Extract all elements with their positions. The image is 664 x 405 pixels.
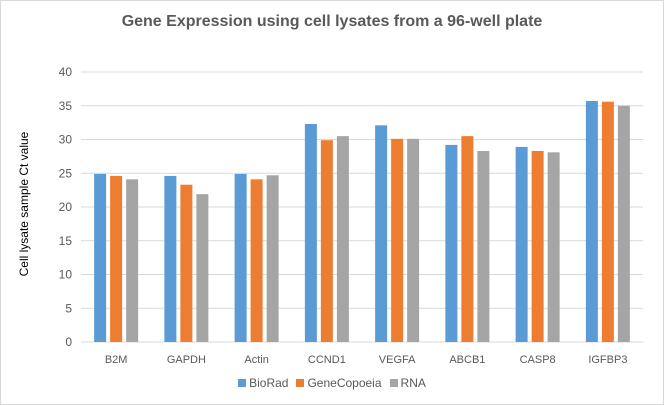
bar-genecopoeia-abcb1: [461, 136, 474, 342]
x-tick-label: IGFBP3: [588, 354, 627, 366]
bar-biorad-b2m: [94, 173, 107, 342]
bar-genecopoeia-casp8: [531, 150, 544, 342]
legend-item: BioRad: [238, 376, 288, 390]
legend-item: RNA: [389, 376, 426, 390]
x-tick-label: Actin: [244, 354, 268, 366]
x-tick-label: B2M: [105, 354, 128, 366]
bar-biorad-casp8: [515, 146, 528, 342]
legend-label: RNA: [400, 376, 426, 390]
legend-swatch: [296, 379, 305, 387]
x-tick-label: CCND1: [308, 354, 346, 366]
y-tick-label: 15: [59, 234, 73, 248]
y-tick-label: 35: [59, 99, 73, 113]
bar-rna-gapdh: [196, 194, 209, 342]
bar-biorad-gapdh: [164, 175, 177, 342]
chart-title: Gene Expression using cell lysates from …: [121, 13, 543, 30]
bar-genecopoeia-ccnd1: [320, 140, 333, 342]
bar-biorad-igfbp3: [585, 101, 598, 343]
y-tick-label: 25: [59, 166, 73, 180]
y-tick-label: 30: [59, 133, 73, 147]
y-tick-label: 5: [65, 301, 72, 315]
bar-biorad-abcb1: [445, 144, 458, 342]
legend-label: BioRad: [249, 376, 289, 390]
legend: BioRad GeneCopoeia RNA: [1, 376, 663, 390]
y-tick-label: 20: [59, 200, 73, 214]
bar-rna-b2m: [126, 179, 139, 342]
legend-swatch: [389, 379, 398, 387]
bar-rna-vegfa: [407, 138, 420, 342]
x-tick-label: CASP8: [520, 354, 556, 366]
y-tick-label: 40: [59, 65, 73, 79]
bar-rna-igfbp3: [617, 105, 630, 342]
bar-rna-ccnd1: [336, 136, 349, 342]
bar-biorad-vegfa: [375, 125, 388, 342]
bar-genecopoeia-b2m: [110, 175, 123, 342]
x-tick-label: GAPDH: [167, 354, 206, 366]
legend-item: GeneCopoeia: [296, 376, 382, 390]
bar-genecopoeia-vegfa: [391, 138, 404, 342]
bar-genecopoeia-igfbp3: [601, 101, 614, 342]
bar-biorad-ccnd1: [304, 123, 317, 342]
y-tick-label: 0: [65, 335, 72, 349]
x-tick-label: ABCB1: [449, 354, 485, 366]
bar-rna-abcb1: [477, 150, 490, 342]
bar-rna-actin: [266, 175, 279, 342]
legend-label: GeneCopoeia: [307, 376, 382, 390]
bar-biorad-actin: [234, 173, 247, 342]
legend-swatch: [238, 379, 247, 387]
bar-genecopoeia-actin: [250, 179, 263, 342]
bar-genecopoeia-gapdh: [180, 184, 193, 342]
bar-rna-casp8: [547, 152, 560, 342]
y-tick-label: 10: [59, 268, 73, 282]
x-tick-label: VEGFA: [379, 354, 416, 366]
